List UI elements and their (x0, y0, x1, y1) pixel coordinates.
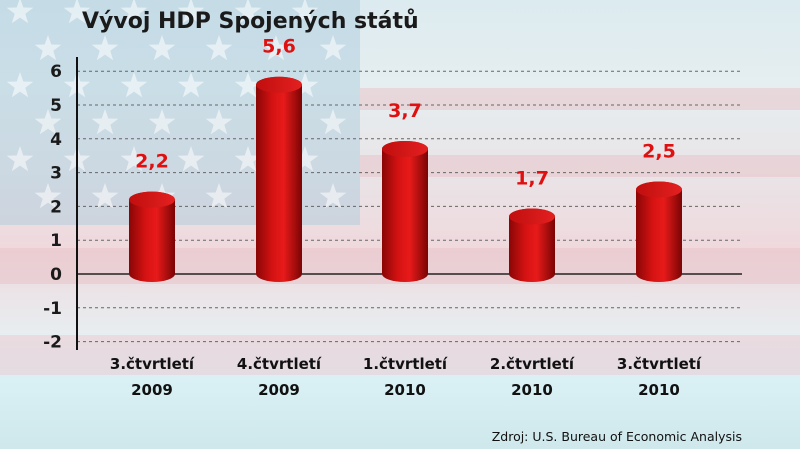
chart-title: Vývoj HDP Spojených států (82, 9, 419, 34)
star-icon (34, 109, 62, 135)
bar: 3,7 (382, 100, 428, 282)
bar-body (509, 208, 555, 282)
star-icon (34, 35, 62, 61)
star-icon (234, 72, 262, 98)
star-icon (177, 0, 205, 24)
bar-cap (636, 181, 682, 198)
x-tick-label: 2010 (384, 381, 426, 399)
star-icon (262, 35, 290, 61)
star-icon (63, 0, 91, 24)
bar-cap (129, 191, 175, 208)
star-icon (319, 183, 347, 209)
star-icon (234, 0, 262, 24)
star-icon (205, 183, 233, 209)
data-label: 2,2 (135, 151, 169, 173)
bar: 2,5 (636, 141, 682, 282)
flag-stripe (360, 155, 800, 177)
y-tick-label: 0 (50, 265, 62, 285)
x-tick-label: 1.čtvrtletí (363, 355, 448, 373)
star-icon (91, 35, 119, 61)
y-tick-label: 5 (50, 96, 62, 116)
star-icon (319, 35, 347, 61)
star-icon (6, 72, 34, 98)
star-icon (291, 146, 319, 172)
star-icon (120, 72, 148, 98)
bar: 5,6 (256, 36, 302, 282)
x-tick-label: 2009 (258, 381, 300, 399)
data-label: 3,7 (388, 100, 422, 122)
y-tick-label: 2 (50, 197, 62, 217)
bar-body (636, 181, 682, 282)
y-tick-label: 6 (50, 62, 62, 82)
x-tick-label: 2009 (131, 381, 173, 399)
star-icon (120, 0, 148, 24)
bar-body (382, 140, 428, 282)
bar-cap (509, 208, 555, 225)
star-icon (91, 183, 119, 209)
bar: 1,7 (509, 168, 555, 282)
star-icon (319, 109, 347, 135)
star-icon (234, 146, 262, 172)
star-icon (91, 109, 119, 135)
bar-cap (256, 76, 302, 93)
star-icon (291, 72, 319, 98)
star-icon (205, 35, 233, 61)
x-tick-label: 4.čtvrtletí (237, 355, 322, 373)
y-tick-label: -1 (43, 299, 62, 319)
bar-body (256, 76, 302, 282)
star-icon (177, 72, 205, 98)
bar: 2,2 (129, 151, 175, 282)
star-icon (6, 0, 34, 24)
y-tick-label: -2 (43, 333, 62, 353)
bar-body (129, 191, 175, 282)
bar-cap (382, 140, 428, 157)
data-label: 5,6 (262, 36, 296, 58)
data-label: 1,7 (515, 168, 549, 190)
star-icon (120, 146, 148, 172)
source-note: Zdroj: U.S. Bureau of Economic Analysis (492, 429, 742, 444)
x-tick-label: 2010 (638, 381, 680, 399)
x-tick-label: 2010 (511, 381, 553, 399)
x-tick-label: 3.čtvrtletí (617, 355, 702, 373)
star-icon (291, 0, 319, 24)
x-tick-label: 3.čtvrtletí (110, 355, 195, 373)
star-icon (148, 109, 176, 135)
star-icon (148, 35, 176, 61)
data-label: 2,5 (642, 141, 676, 163)
star-icon (205, 109, 233, 135)
y-tick-label: 3 (50, 164, 62, 184)
star-icon (177, 146, 205, 172)
y-tick-label: 1 (50, 231, 62, 251)
flag-stripe (360, 88, 800, 110)
star-icon (6, 146, 34, 172)
x-tick-label: 2.čtvrtletí (490, 355, 575, 373)
y-tick-label: 4 (50, 130, 62, 150)
star-icon (34, 183, 62, 209)
